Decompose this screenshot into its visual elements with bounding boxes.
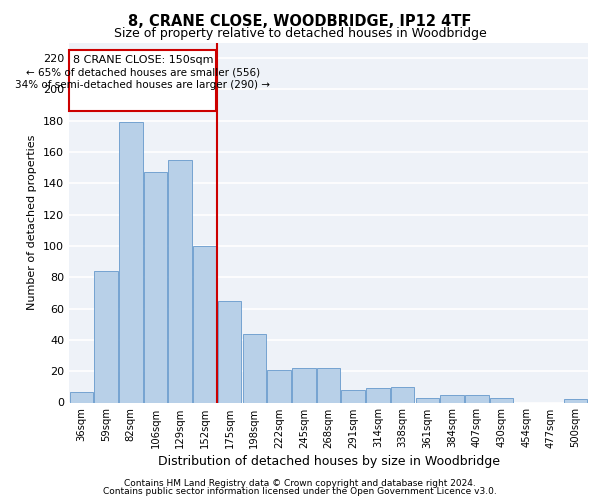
X-axis label: Distribution of detached houses by size in Woodbridge: Distribution of detached houses by size … <box>157 454 499 468</box>
Bar <box>119 122 143 402</box>
Bar <box>416 398 439 402</box>
Text: 34% of semi-detached houses are larger (290) →: 34% of semi-detached houses are larger (… <box>15 80 270 90</box>
Bar <box>169 160 192 402</box>
Bar <box>242 334 266 402</box>
Bar <box>218 301 241 402</box>
Bar <box>193 246 217 402</box>
Bar <box>490 398 513 402</box>
Bar <box>144 172 167 402</box>
Bar <box>70 392 93 402</box>
Bar <box>94 271 118 402</box>
Text: ← 65% of detached houses are smaller (556): ← 65% of detached houses are smaller (55… <box>26 68 260 78</box>
Bar <box>268 370 291 402</box>
Text: Contains HM Land Registry data © Crown copyright and database right 2024.: Contains HM Land Registry data © Crown c… <box>124 478 476 488</box>
Bar <box>70 50 216 112</box>
Text: Size of property relative to detached houses in Woodbridge: Size of property relative to detached ho… <box>113 28 487 40</box>
Text: 8, CRANE CLOSE, WOODBRIDGE, IP12 4TF: 8, CRANE CLOSE, WOODBRIDGE, IP12 4TF <box>128 14 472 29</box>
Bar <box>366 388 389 402</box>
Bar <box>564 400 587 402</box>
Bar <box>341 390 365 402</box>
Bar <box>440 394 464 402</box>
Text: 8 CRANE CLOSE: 150sqm: 8 CRANE CLOSE: 150sqm <box>73 55 213 65</box>
Text: Contains public sector information licensed under the Open Government Licence v3: Contains public sector information licen… <box>103 487 497 496</box>
Bar <box>391 387 415 402</box>
Bar <box>317 368 340 402</box>
Y-axis label: Number of detached properties: Number of detached properties <box>28 135 37 310</box>
Bar <box>292 368 316 402</box>
Bar <box>465 394 488 402</box>
